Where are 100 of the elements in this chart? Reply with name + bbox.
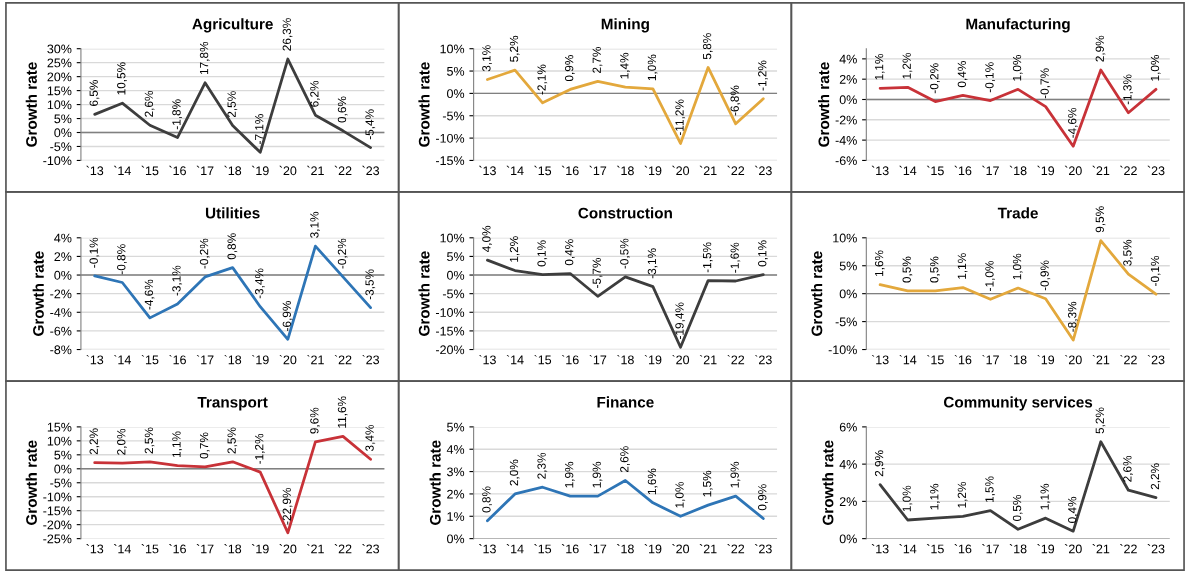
data-label: -3,1% xyxy=(647,248,658,279)
x-tick-label: `14 xyxy=(113,165,131,176)
x-tick-label: `22 xyxy=(334,354,352,365)
x-tick-label: `18 xyxy=(616,354,634,365)
data-label: 2,6% xyxy=(620,446,630,473)
data-label: -19,4% xyxy=(675,302,686,339)
y-tick-label: 25% xyxy=(47,58,72,68)
data-label: 3,5% xyxy=(1123,239,1133,266)
y-tick-label: 0% xyxy=(54,128,72,138)
x-tick-label: `22 xyxy=(334,544,352,554)
x-tick-label: `21 xyxy=(1092,354,1110,365)
y-tick-label: 5% xyxy=(839,261,857,271)
data-label: 17,8% xyxy=(199,41,210,75)
data-label: 5,8% xyxy=(702,33,713,60)
x-tick-label: `16 xyxy=(561,544,579,554)
x-tick-label: `16 xyxy=(561,354,579,365)
data-label: 0,5% xyxy=(1012,495,1023,522)
data-label: -1,2% xyxy=(255,433,265,464)
chart-title: Manufacturing xyxy=(966,18,1070,33)
data-label: 1,1% xyxy=(930,483,940,510)
y-tick-label: 5% xyxy=(447,252,465,262)
x-tick-label: `21 xyxy=(699,165,717,176)
y-tick-label: -20% xyxy=(43,520,72,530)
x-tick-label: `19 xyxy=(1037,165,1055,176)
x-tick-label: `21 xyxy=(307,544,324,554)
x-tick-label: `18 xyxy=(1009,354,1027,365)
x-tick-label: `17 xyxy=(589,165,607,176)
x-tick-label: `17 xyxy=(589,354,607,365)
data-label: -0,5% xyxy=(620,238,630,269)
data-label: -6,9% xyxy=(282,301,293,331)
x-tick-label: `14 xyxy=(506,544,524,554)
x-tick-label: `19 xyxy=(251,354,269,365)
y-tick-label: 2% xyxy=(54,252,72,262)
x-tick-label: `17 xyxy=(982,165,999,176)
x-tick-label: `21 xyxy=(699,544,717,554)
x-tick-label: `22 xyxy=(1120,354,1137,365)
data-label: 5,2% xyxy=(1095,407,1106,434)
data-label: 0,9% xyxy=(564,55,575,82)
x-tick-label: `20 xyxy=(672,544,690,554)
x-tick-label: `20 xyxy=(1064,354,1082,365)
x-tick-label: `20 xyxy=(672,354,690,365)
y-tick-label: -2% xyxy=(50,289,72,299)
x-tick-label: `15 xyxy=(141,165,159,176)
x-tick-label: `17 xyxy=(982,354,999,365)
x-tick-label: `14 xyxy=(506,165,524,176)
y-tick-label: 0% xyxy=(54,464,72,474)
x-tick-label: `14 xyxy=(899,165,917,176)
x-tick-label: `15 xyxy=(534,165,552,176)
data-label: -3,4% xyxy=(255,268,265,299)
y-tick-label: -5% xyxy=(442,289,465,299)
data-label: 1,2% xyxy=(509,236,520,262)
x-tick-label: `13 xyxy=(86,544,104,554)
y-tick-label: 4% xyxy=(839,54,857,64)
data-label: 2,3% xyxy=(537,452,548,479)
y-tick-label: 4% xyxy=(446,445,465,454)
x-tick-label: `15 xyxy=(926,544,944,554)
x-tick-label: `15 xyxy=(534,544,552,554)
y-axis-title: Growth rate xyxy=(418,62,430,147)
data-label: 2,2% xyxy=(1150,463,1161,490)
x-tick-label: `18 xyxy=(224,165,242,176)
x-tick-label: `15 xyxy=(141,354,159,365)
x-tick-label: `13 xyxy=(871,544,889,554)
chart-title: Utilities xyxy=(205,207,260,219)
y-tick-label: -10% xyxy=(435,308,465,317)
data-label: 3,1% xyxy=(482,45,492,72)
data-label: 2,6% xyxy=(144,90,155,117)
x-tick-label: `23 xyxy=(754,165,772,176)
x-tick-label: `13 xyxy=(479,165,496,176)
y-tick-label: 10% xyxy=(440,44,465,54)
y-tick-label: 2% xyxy=(447,489,465,499)
data-label: -8,3% xyxy=(1068,301,1078,332)
x-tick-label: `18 xyxy=(1009,544,1027,554)
data-label: 1,0% xyxy=(647,54,658,81)
x-tick-label: `19 xyxy=(644,165,662,176)
data-label: 1,1% xyxy=(957,253,968,279)
x-tick-label: `14 xyxy=(899,544,917,554)
data-label: 26,3% xyxy=(282,18,293,51)
x-tick-label: `20 xyxy=(1064,544,1082,554)
data-label: -1,8% xyxy=(172,99,183,130)
x-tick-label: `21 xyxy=(307,354,324,365)
y-tick-label: -5% xyxy=(442,111,465,121)
x-tick-label: `18 xyxy=(616,544,634,554)
data-label: 9,5% xyxy=(1095,206,1106,233)
x-tick-label: `20 xyxy=(279,165,297,176)
y-axis-title: Growth rate xyxy=(25,440,37,525)
data-label: -22,9% xyxy=(282,487,293,525)
data-label: 0,4% xyxy=(1068,496,1078,523)
y-tick-label: -4% xyxy=(835,135,857,145)
data-label: 1,0% xyxy=(902,485,913,512)
x-tick-label: `14 xyxy=(899,354,917,365)
y-tick-label: 1% xyxy=(447,512,465,521)
x-tick-label: `22 xyxy=(334,165,352,176)
x-tick-label: `19 xyxy=(251,165,269,176)
y-tick-label: -20% xyxy=(435,345,465,355)
data-label: -1,3% xyxy=(1123,74,1133,105)
chart-title: Mining xyxy=(601,18,649,33)
data-label: -0,1% xyxy=(89,237,100,268)
data-label: 1,2% xyxy=(957,481,968,508)
data-label: -1,2% xyxy=(758,60,768,91)
data-label: 0,1% xyxy=(537,240,548,267)
